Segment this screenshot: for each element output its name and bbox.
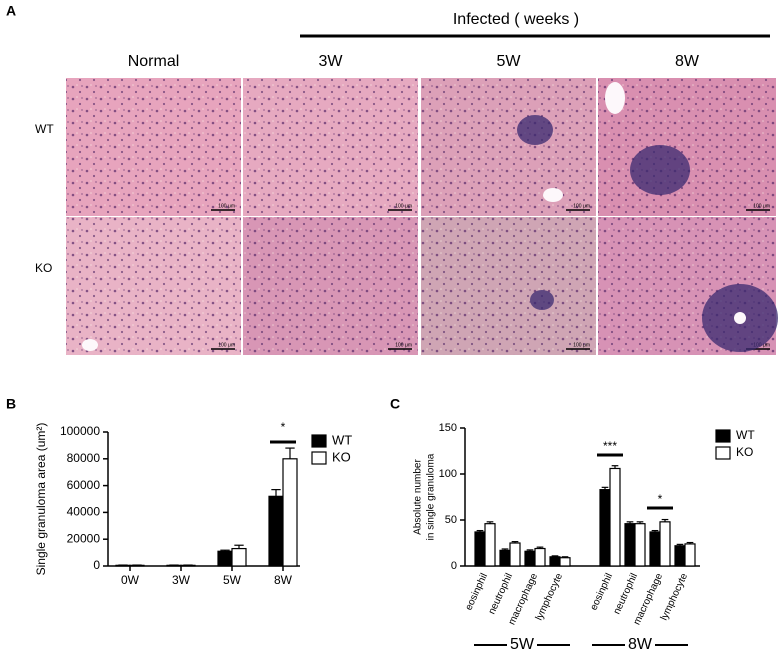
y-axis-label: Single granuloma area (um²) [34, 423, 48, 576]
y-tick-label: 80000 [67, 451, 101, 465]
bar [524, 550, 536, 567]
bar [599, 489, 611, 567]
granuloma [530, 290, 554, 310]
bar [559, 557, 571, 567]
histology-texture [421, 78, 596, 216]
column-header: 3W [319, 53, 344, 70]
bar [659, 521, 671, 567]
bar [624, 523, 636, 567]
x-tick-label: 8W [274, 573, 293, 587]
bar [609, 467, 621, 567]
scale-bar-label: 100 μm [753, 203, 770, 209]
x-tick-label: 3W [172, 573, 191, 587]
granuloma [630, 145, 690, 195]
legend-swatch [715, 429, 731, 443]
bar [534, 547, 546, 567]
x-tick-label: eosinphil [588, 572, 615, 612]
significance: * [658, 492, 663, 506]
bar [484, 523, 496, 567]
scale-bar-label: 100 μm [395, 342, 412, 348]
panel-label: A [6, 3, 16, 19]
histology-texture [421, 217, 596, 355]
bar [166, 564, 182, 567]
x-tick-label: 0W [121, 573, 140, 587]
scale-bar-label: 100 μm [573, 342, 590, 348]
legend-label: KO [332, 449, 351, 464]
row-label: KO [35, 261, 52, 275]
y-tick-label: 40000 [67, 505, 101, 519]
bar [674, 545, 686, 567]
vessel [734, 312, 746, 324]
y-tick-label: 100 [439, 468, 457, 480]
bar [549, 556, 561, 567]
group-label: 5W [510, 636, 535, 653]
scale-bar-label: 100 μm [218, 203, 235, 209]
y-axis-label: Absolute number [413, 459, 424, 535]
y-axis-label: in single granuloma [426, 453, 437, 540]
column-header: 8W [675, 53, 700, 70]
y-tick-label: 20000 [67, 531, 101, 545]
significance: *** [603, 439, 617, 453]
y-tick-label: 50 [445, 514, 457, 526]
significance: * [281, 420, 286, 434]
bar [282, 458, 298, 567]
bar [509, 542, 521, 567]
scale-bar-label: 100 μm [395, 203, 412, 209]
histology-texture [243, 217, 418, 355]
legend-swatch [715, 446, 731, 460]
infection-header: Infected ( weeks ) [453, 11, 579, 28]
y-tick-label: 150 [439, 422, 457, 434]
bar [474, 531, 486, 567]
legend-swatch [311, 434, 327, 448]
x-tick-label: neutrophil [487, 572, 516, 616]
x-tick-label: 5W [223, 573, 242, 587]
scale-bar-label: 100 μm [218, 342, 235, 348]
panel-label: C [390, 396, 400, 412]
bar [180, 564, 196, 567]
y-tick-label: 0 [93, 558, 100, 572]
legend-label: KO [736, 445, 753, 459]
bar [634, 523, 646, 567]
bar [684, 543, 696, 567]
bar [649, 531, 661, 567]
panel-label: B [6, 396, 16, 412]
x-tick-label: eosinphil [463, 572, 490, 612]
histology-texture [66, 78, 241, 216]
bar [115, 564, 131, 567]
bar [499, 549, 511, 567]
bar [217, 550, 233, 567]
histology-texture [66, 217, 241, 355]
legend-label: WT [736, 428, 755, 442]
y-tick-label: 100000 [60, 424, 100, 438]
group-label: 8W [628, 636, 653, 653]
column-header: Normal [128, 53, 180, 70]
bar [268, 495, 284, 567]
bar [129, 564, 145, 567]
x-tick-label: neutrophil [612, 572, 641, 616]
scale-bar-label: 100 μm [573, 203, 590, 209]
y-tick-label: 60000 [67, 478, 101, 492]
vessel [82, 339, 98, 351]
histology-texture [598, 78, 776, 216]
bar [231, 547, 247, 567]
column-header: 5W [497, 53, 522, 70]
legend-label: WT [332, 432, 352, 447]
row-label: WT [35, 122, 54, 136]
y-tick-label: 0 [451, 560, 457, 572]
legend-swatch [311, 451, 327, 465]
vessel [543, 188, 563, 202]
granuloma [517, 115, 553, 145]
vessel [605, 82, 625, 114]
histology-texture [243, 78, 418, 216]
